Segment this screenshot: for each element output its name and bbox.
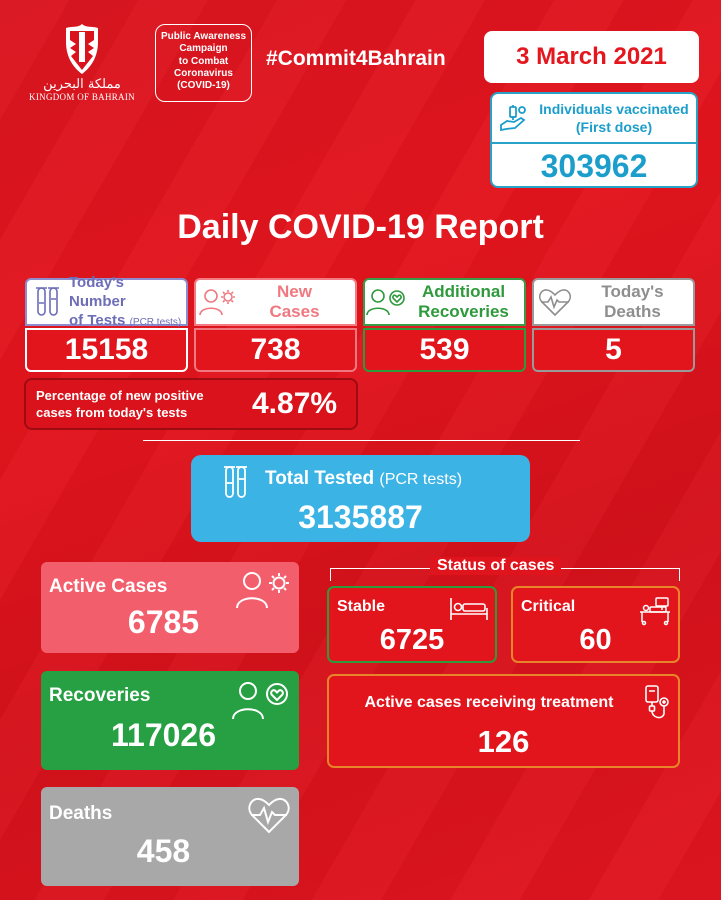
page-title: Daily COVID-19 Report — [177, 208, 544, 246]
campaign-line: to Combat — [178, 55, 229, 67]
logo-arabic-text: مملكة البحرين — [43, 77, 121, 92]
critical-box: Critical 60 — [511, 586, 680, 663]
iv-drip-icon — [645, 685, 669, 719]
recoveries-value: 539 — [363, 328, 526, 372]
stable-label: Stable — [337, 598, 386, 615]
critical-label: Critical — [521, 598, 576, 615]
deaths-label: Today's — [601, 282, 664, 301]
status-title: Status of cases — [430, 557, 562, 575]
recoveries-label: Additional — [421, 282, 506, 301]
bahrain-emblem-icon — [66, 24, 98, 74]
hospital-bed-icon — [450, 598, 488, 620]
critical-value: 60 — [579, 624, 612, 656]
positivity-label: Percentage of new positive — [36, 388, 204, 403]
new-cases-label: New — [277, 282, 312, 301]
active-cases-value: 6785 — [127, 604, 200, 640]
vaccinated-value: 303962 — [492, 142, 696, 188]
stable-value: 6725 — [379, 624, 445, 656]
tests-label-2: of Tests — [69, 311, 126, 329]
person-heart-icon — [232, 682, 288, 720]
recoveries-total-value: 117026 — [110, 717, 216, 753]
stable-box: Stable 6725 — [327, 586, 497, 663]
total-tested-box: Total Tested (PCR tests) 3135887 — [191, 455, 530, 542]
deaths-total-value: 458 — [136, 833, 191, 869]
campaign-line: (COVID-19) — [177, 80, 230, 92]
treatment-box: Active cases receiving treatment 126 — [327, 674, 680, 768]
positivity-box: Percentage of new positive cases from to… — [24, 378, 358, 430]
logo-english-text: KINGDOM OF BAHRAIN — [29, 92, 135, 102]
test-tubes-icon — [36, 287, 59, 316]
vaccinated-label: Individuals vaccinated — [539, 101, 689, 117]
vaccinated-sublabel: (First dose) — [575, 119, 653, 135]
campaign-badge: Public Awareness Campaign to Combat Coro… — [155, 24, 252, 102]
person-virus-icon — [199, 289, 235, 316]
total-tested-label-small: (PCR tests) — [379, 471, 463, 488]
tests-label-small: (PCR tests) — [129, 316, 182, 328]
deaths-value: 5 — [532, 328, 695, 372]
tests-box: Today's Number of Tests (PCR tests) 1515… — [25, 274, 188, 372]
new-cases-box: New Cases 738 — [194, 278, 357, 372]
treatment-value: 126 — [477, 724, 530, 759]
active-cases-card: Active Cases 6785 — [41, 562, 299, 653]
kingdom-logo: مملكة البحرين KINGDOM OF BAHRAIN — [22, 22, 142, 112]
campaign-line: Coronavirus — [174, 67, 233, 79]
vaccinated-panel: Individuals vaccinated (First dose) 3039… — [490, 92, 698, 188]
recoveries-total-label: Recoveries — [49, 685, 151, 706]
divider — [143, 440, 580, 441]
test-tubes-icon — [224, 466, 247, 498]
person-virus-icon — [236, 572, 289, 609]
new-cases-value: 738 — [194, 328, 357, 372]
recoveries-label-2: Recoveries — [418, 302, 509, 321]
tests-label: Today's Number — [69, 273, 126, 310]
positivity-value: 4.87% — [252, 387, 338, 420]
new-cases-label-2: Cases — [269, 302, 320, 321]
recoveries-box: Additional Recoveries 539 — [363, 278, 526, 372]
report-date: 3 March 2021 — [484, 31, 699, 83]
heartbeat-icon — [248, 797, 290, 834]
vaccine-hand-icon — [500, 105, 526, 132]
icu-bed-icon — [640, 597, 670, 626]
deaths-card: Deaths 458 — [41, 787, 299, 886]
treatment-label: Active cases receiving treatment — [364, 694, 614, 711]
hashtag: #Commit4Bahrain — [266, 47, 446, 70]
deaths-box: Today's Deaths 5 — [532, 278, 695, 372]
positivity-label-2: cases from today's tests — [36, 405, 188, 420]
person-heart-icon — [366, 289, 405, 316]
deaths-label-2: Deaths — [604, 302, 661, 321]
heartbeat-icon — [539, 289, 571, 317]
tests-value: 15158 — [25, 328, 188, 372]
active-cases-label: Active Cases — [49, 576, 168, 597]
total-tested-label: Total Tested — [265, 468, 375, 489]
recoveries-card: Recoveries 117026 — [41, 671, 299, 770]
total-tested-value: 3135887 — [298, 499, 423, 535]
campaign-line: Campaign — [179, 43, 228, 55]
campaign-line: Public Awareness — [160, 31, 247, 42]
deaths-total-label: Deaths — [49, 803, 113, 824]
